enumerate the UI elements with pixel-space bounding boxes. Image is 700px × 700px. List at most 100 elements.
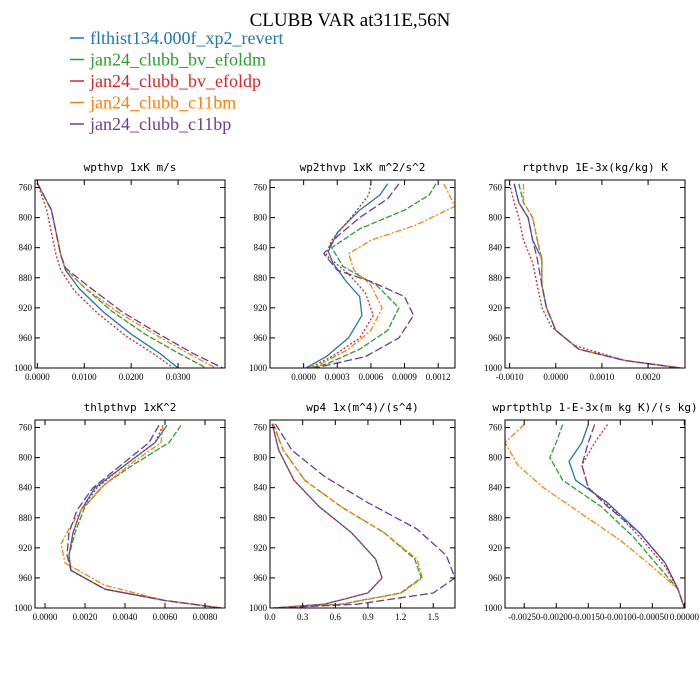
- legend-entry: flthist134.000f_xp2_revert: [70, 28, 283, 48]
- legend-entry: jan24_clubb_c11bp: [70, 114, 231, 134]
- x-tick-label: 0.0060: [153, 612, 178, 622]
- y-tick-label: 800: [489, 213, 503, 223]
- y-tick-label: 800: [19, 453, 33, 463]
- series-line-1: [513, 183, 681, 368]
- y-tick-label: 800: [19, 213, 33, 223]
- y-tick-label: 760: [19, 183, 33, 193]
- x-tick-label: 0.0040: [113, 612, 138, 622]
- series-line-1: [68, 424, 222, 608]
- y-tick-label: 840: [19, 243, 33, 253]
- x-tick-label: 0.9: [362, 612, 374, 622]
- series-line-4: [505, 424, 685, 608]
- panel-title: wp2thvp 1xK m^2/s^2: [300, 161, 426, 174]
- legend-label: jan24_clubb_c11bm: [89, 93, 236, 113]
- series-line-2: [518, 183, 681, 368]
- y-tick-label: 840: [489, 243, 503, 253]
- x-tick-label: 0.0000: [291, 372, 316, 382]
- plot-frame: [269, 179, 456, 369]
- panel-title: wpthvp 1xK m/s: [84, 161, 177, 174]
- x-tick-label: -0.0010: [496, 372, 524, 382]
- y-tick-label: 1000: [14, 363, 33, 373]
- panel-6: wprtpthlp 1-E-3x(m kg K)/(s kg) 760 800 840…: [484, 401, 699, 622]
- y-tick-label: 880: [254, 513, 268, 523]
- panel-3: rtpthvp 1E-3x(kg/kg) K 760 800 840 880 920 960…: [484, 161, 686, 382]
- plot-frame: [269, 419, 456, 609]
- series-line-4: [60, 425, 222, 608]
- series-line-2: [549, 424, 685, 608]
- y-tick-label: 800: [254, 453, 268, 463]
- y-tick-label: 840: [489, 483, 503, 493]
- x-tick-label: 0.0200: [119, 372, 144, 382]
- series-line-4: [522, 183, 681, 368]
- y-tick-label: 800: [254, 213, 268, 223]
- y-tick-label: 960: [254, 333, 268, 343]
- panel-grid: wpthvp 1xK m/s76080084088092096010000.00…: [14, 161, 699, 622]
- series-line-5: [36, 182, 223, 368]
- series-line-1: [36, 182, 179, 368]
- x-tick-label: -0.00200: [540, 612, 573, 622]
- y-tick-label: 960: [254, 573, 268, 583]
- y-tick-label: 960: [489, 573, 503, 583]
- y-tick-label: 920: [254, 303, 268, 313]
- series-line-3: [308, 183, 374, 368]
- x-tick-label: 0.0010: [590, 372, 615, 382]
- series-line-3: [36, 182, 174, 368]
- figure-title: CLUBB VAR at311E,56N: [250, 10, 451, 31]
- panel-5: wp4 1x(m^4)/(s^4)76080084088092096010000…: [249, 401, 456, 622]
- y-tick-label: 880: [489, 273, 503, 283]
- x-tick-label: 0.0100: [72, 372, 97, 382]
- x-tick-label: 0.0012: [426, 372, 451, 382]
- legend-label: flthist134.000f_xp2_revert: [90, 28, 283, 48]
- series-line-5: [314, 183, 415, 368]
- x-tick-label: 0.0006: [359, 372, 384, 382]
- x-tick-label: 0.0300: [166, 372, 191, 382]
- series-line-1: [271, 423, 383, 608]
- legend-entry: jan24_clubb_c11bm: [70, 93, 236, 113]
- y-tick-label: 920: [19, 543, 33, 553]
- y-tick-label: 1000: [249, 603, 268, 613]
- y-tick-label: 1000: [14, 603, 33, 613]
- y-tick-label: 920: [19, 303, 33, 313]
- x-tick-label: 0.0020: [73, 612, 98, 622]
- panel-4: thlpthvp 1xK^276080084088092096010000.00…: [14, 401, 226, 622]
- y-tick-label: 880: [19, 513, 33, 523]
- series-line-5: [513, 183, 681, 368]
- y-tick-label: 760: [254, 423, 268, 433]
- x-tick-label: 0.6: [330, 612, 342, 622]
- y-tick-label: 1000: [484, 363, 503, 373]
- plot-frame: [34, 179, 226, 369]
- y-tick-label: 960: [19, 333, 33, 343]
- series-line-4: [272, 423, 424, 608]
- y-tick-label: 880: [254, 273, 268, 283]
- series-line-5: [581, 424, 685, 608]
- x-tick-label: 0.0080: [193, 612, 218, 622]
- series-group: [508, 183, 681, 368]
- plot-frame: [504, 419, 686, 609]
- y-tick-label: 760: [19, 423, 33, 433]
- series-group: [305, 183, 455, 368]
- y-tick-label: 840: [254, 483, 268, 493]
- legend-entry: jan24_clubb_bv_efoldp: [70, 71, 261, 91]
- series-line-2: [68, 424, 222, 608]
- x-tick-label: -0.00250: [508, 612, 541, 622]
- series-line-5: [66, 424, 222, 608]
- x-tick-label: 1.5: [428, 612, 440, 622]
- series-group: [36, 182, 223, 368]
- y-tick-label: 920: [489, 303, 503, 313]
- x-tick-label: 0.0000: [33, 612, 58, 622]
- panel-title: rtpthvp 1E-3x(kg/kg) K: [522, 161, 668, 174]
- series-line-2: [272, 423, 422, 608]
- y-tick-label: 760: [254, 183, 268, 193]
- plot-frame: [504, 179, 686, 369]
- series-line-3: [581, 424, 685, 608]
- panel-title: wp4 1x(m^4)/(s^4): [306, 401, 419, 414]
- series-line-2: [309, 183, 437, 368]
- y-tick-label: 960: [19, 573, 33, 583]
- series-line-2: [36, 182, 207, 368]
- plot-frame: [34, 419, 226, 609]
- series-line-4: [36, 182, 216, 368]
- legend-label: jan24_clubb_c11bp: [89, 114, 231, 134]
- series-line-4: [306, 183, 455, 368]
- y-tick-label: 880: [489, 513, 503, 523]
